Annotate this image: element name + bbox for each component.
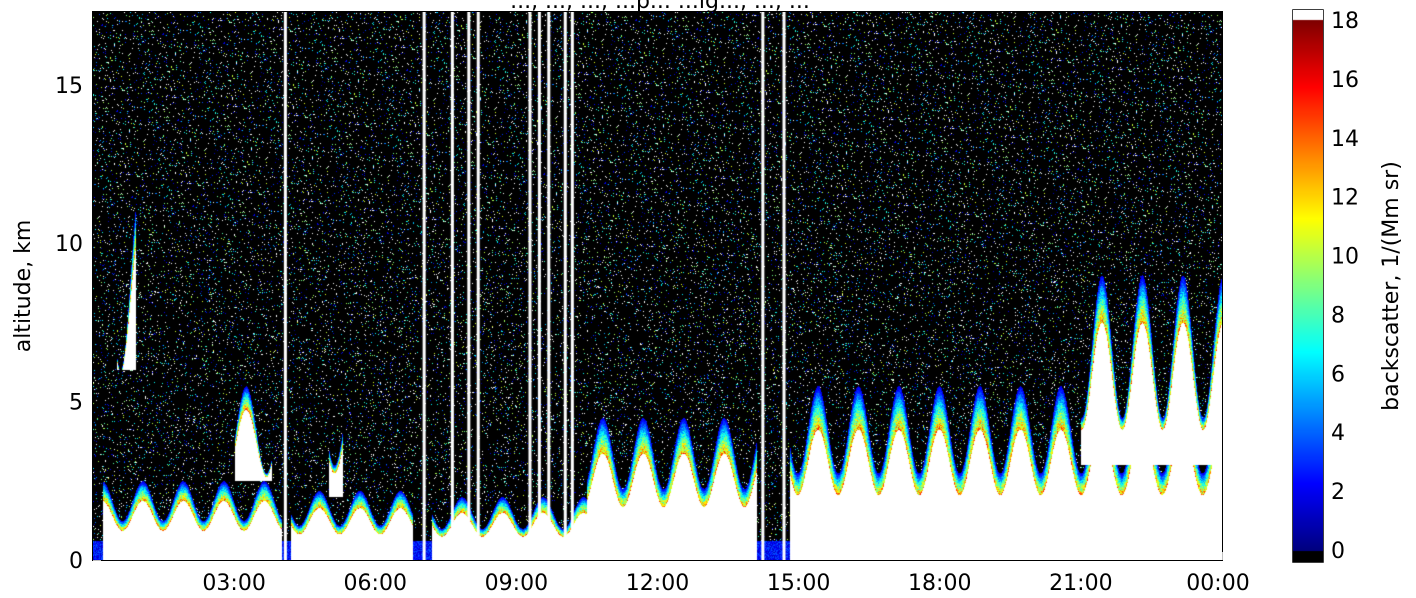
x-tick-label: 21:00	[1049, 571, 1112, 596]
x-tick-label: 18:00	[908, 571, 971, 596]
colorbar-tick-label: 10	[1331, 245, 1359, 270]
colorbar-tick-label: 8	[1331, 303, 1345, 328]
colorbar-tick-label: 18	[1331, 9, 1359, 34]
colorbar	[1293, 10, 1323, 562]
colorbar-tick-label: 0	[1331, 539, 1345, 564]
colorbar-label: backscatter, 1/(Mm sr)	[1379, 161, 1404, 411]
y-tick-label: 10	[55, 232, 83, 257]
y-tick-label: 15	[55, 74, 83, 99]
colorbar-tick-label: 4	[1331, 421, 1345, 446]
x-tick-label: 12:00	[626, 571, 689, 596]
colorbar-tick-label: 16	[1331, 68, 1359, 93]
y-tick-label: 0	[69, 549, 83, 574]
y-tick-label: 5	[69, 391, 83, 416]
x-tick-label: 06:00	[344, 571, 407, 596]
x-tick-label: 09:00	[485, 571, 548, 596]
x-tick-label: 15:00	[767, 571, 830, 596]
y-axis-label: altitude, km	[11, 220, 36, 353]
colorbar-tick-label: 12	[1331, 186, 1359, 211]
backscatter-heatmap	[93, 12, 1222, 560]
x-tick-label: 00:00	[1186, 571, 1249, 596]
chart-title: ..., ..., ..., ...p... ...ig..., ..., ..…	[510, 0, 810, 14]
colorbar-tick-label: 2	[1331, 480, 1345, 505]
colorbar-tick-label: 6	[1331, 362, 1345, 387]
colorbar-tick-label: 14	[1331, 127, 1359, 152]
x-tick-label: 03:00	[202, 571, 265, 596]
